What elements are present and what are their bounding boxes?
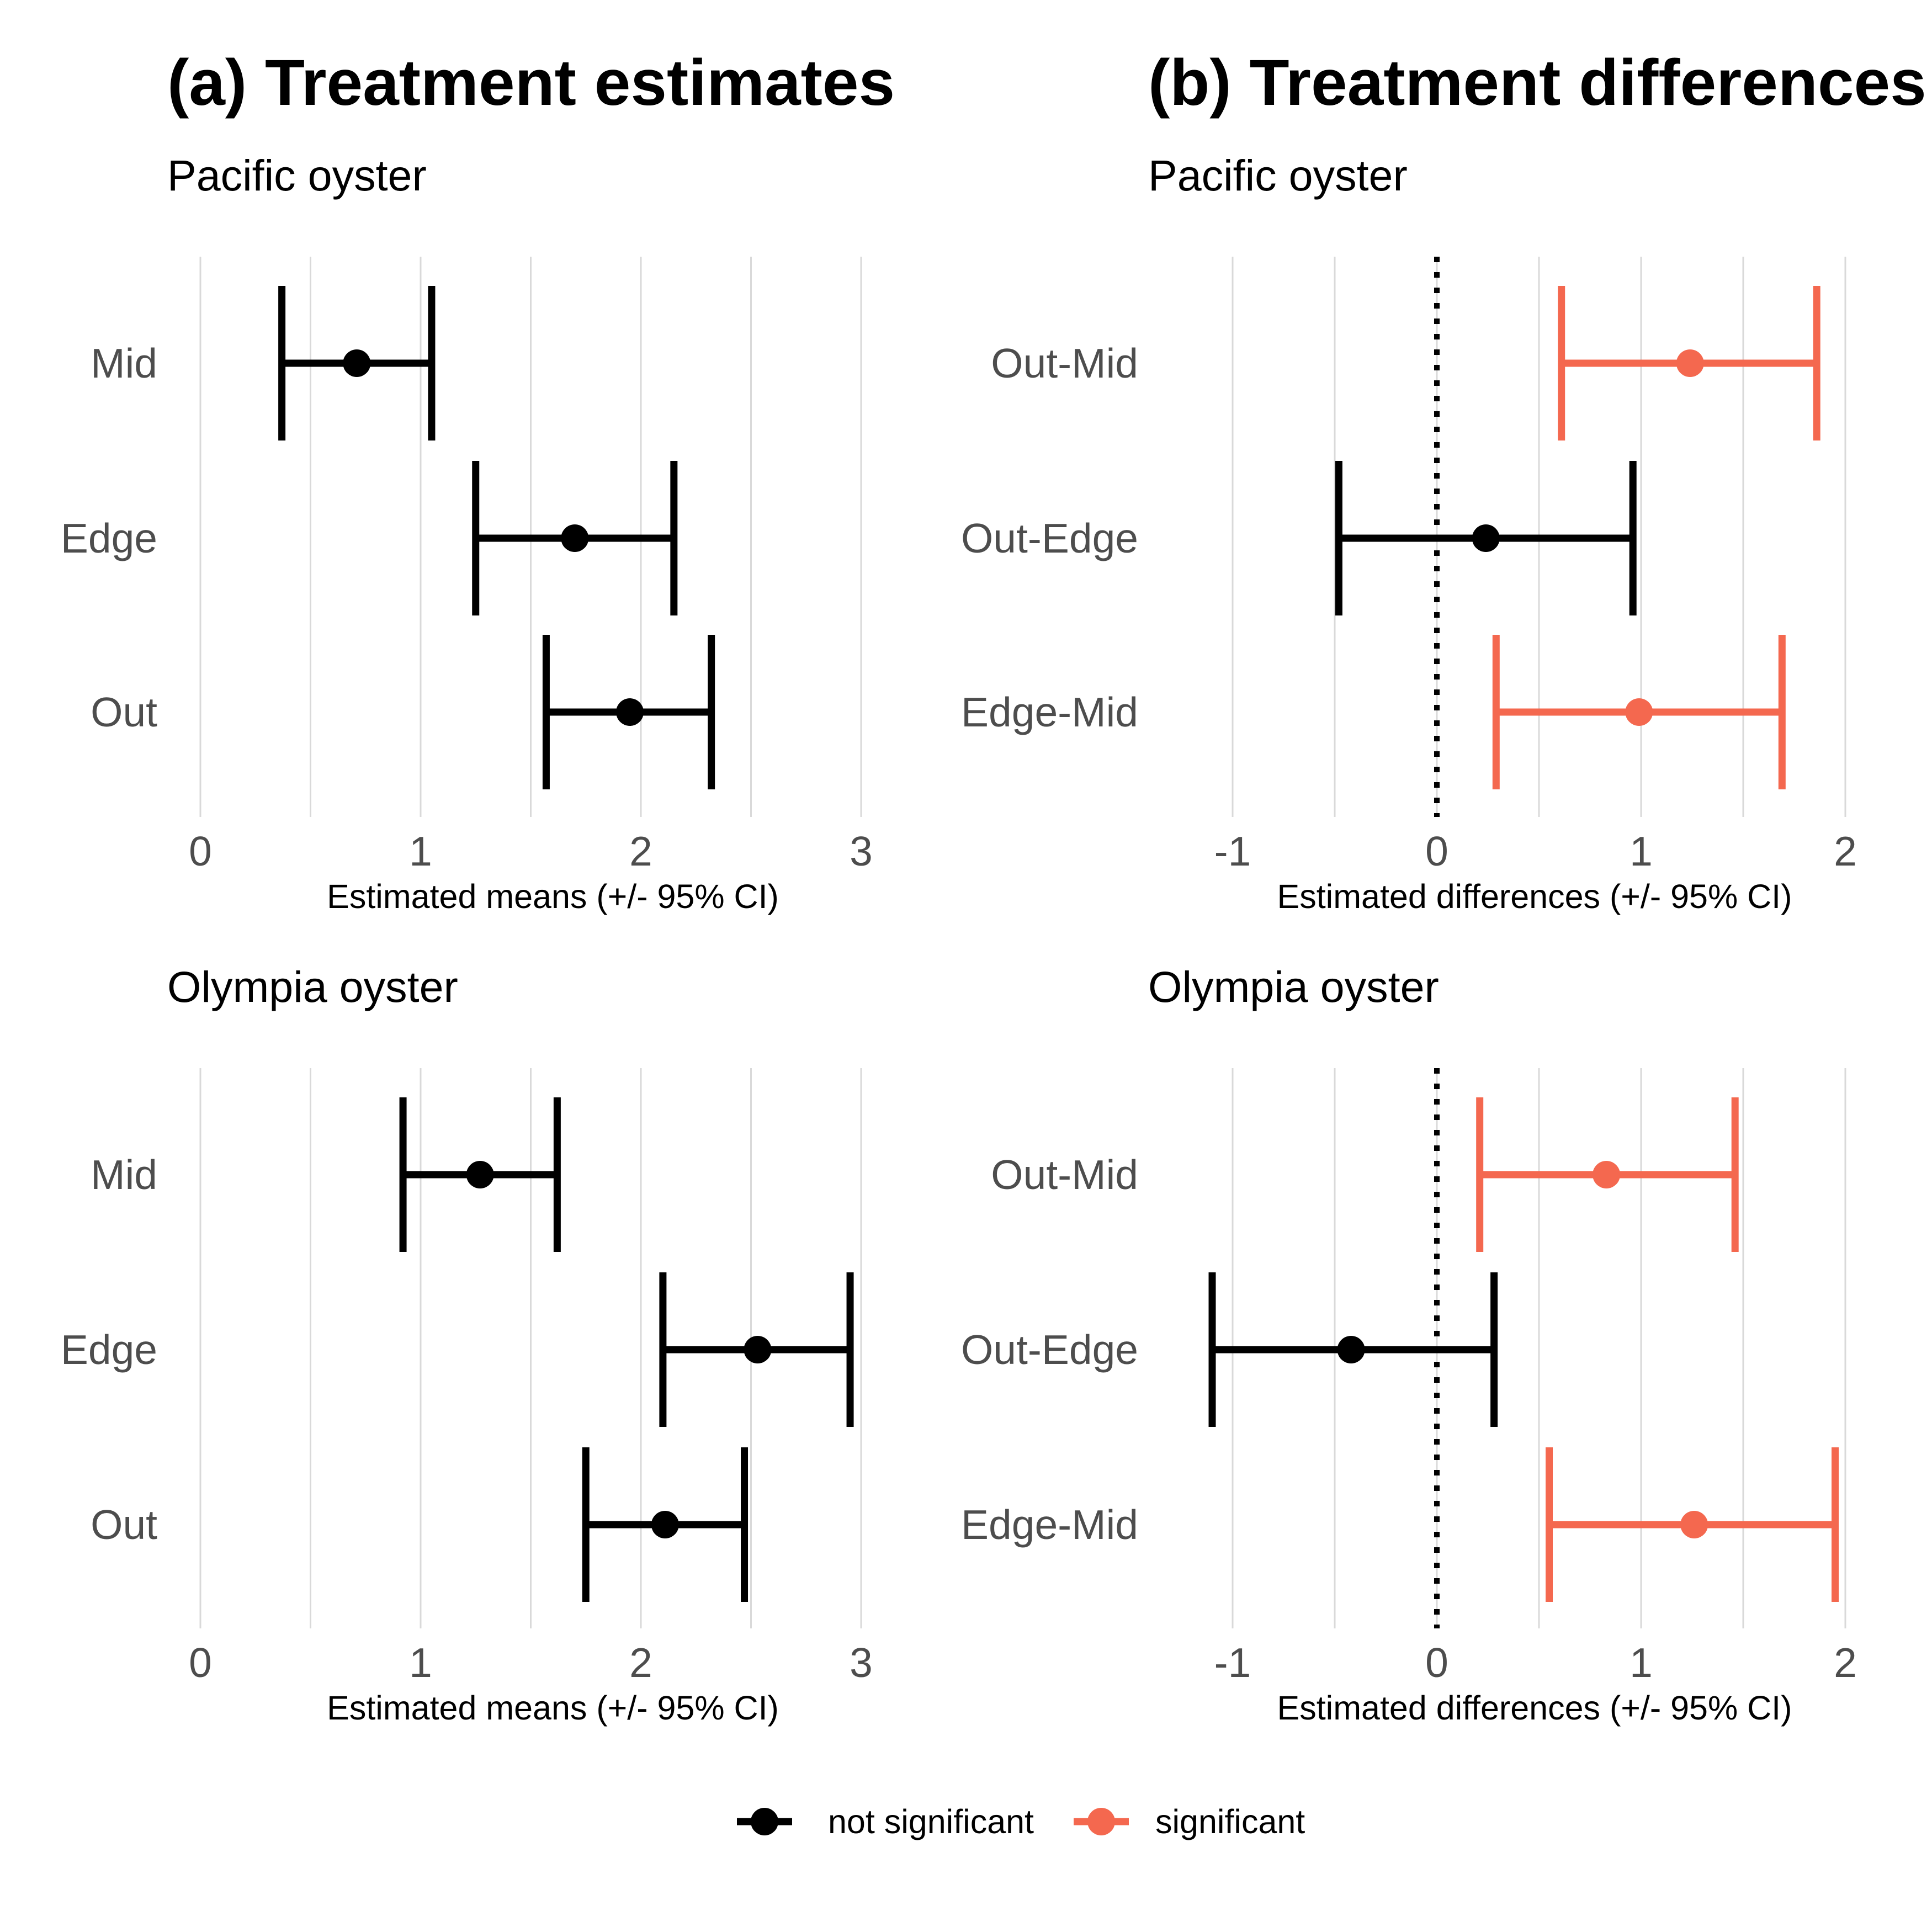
legend: not significant significant	[737, 1803, 1305, 1840]
legend-item-not-significant: not significant	[737, 1803, 1034, 1840]
estimate-point	[1676, 349, 1704, 377]
x-tick-label: 0	[189, 1639, 212, 1686]
x-tick-label: 1	[1630, 828, 1653, 874]
category-label: Mid	[91, 340, 157, 386]
panel-subtitle: Pacific oyster	[1148, 151, 1408, 200]
x-tick-label: 1	[409, 828, 432, 874]
x-axis-title: Estimated means (+/- 95% CI)	[327, 878, 779, 915]
legend-item-significant: significant	[1074, 1803, 1305, 1840]
x-tick-label: 2	[629, 828, 652, 874]
x-tick-label: 3	[850, 1639, 873, 1686]
x-tick-label: 2	[1834, 828, 1857, 874]
estimate-point	[1593, 1161, 1621, 1188]
estimate-point	[343, 349, 371, 377]
x-axis-title: Estimated means (+/- 95% CI)	[327, 1689, 779, 1727]
panel-2: Pacific oyster -1 0 1 2 Estimated differences…	[961, 151, 1857, 915]
category-label: Out-Edge	[961, 1326, 1138, 1373]
x-tick-label: 0	[1425, 1639, 1448, 1686]
error-bar	[542, 635, 715, 789]
estimate-point	[651, 1511, 679, 1538]
column-title-a: (a) Treatment estimates	[167, 46, 895, 119]
error-bar	[1476, 1097, 1739, 1252]
error-bar	[1208, 1272, 1498, 1427]
error-bar	[1335, 461, 1637, 615]
error-bar	[582, 1447, 749, 1602]
x-axis-title: Estimated differences (+/- 95% CI)	[1277, 878, 1792, 915]
estimate-point	[466, 1161, 494, 1188]
error-bar	[278, 286, 436, 440]
estimate-point	[744, 1336, 772, 1363]
category-label: Out-Mid	[991, 1151, 1138, 1198]
legend-key-point	[1087, 1808, 1115, 1835]
estimate-point	[1625, 698, 1653, 726]
estimate-point	[1472, 524, 1500, 552]
category-label: Edge	[61, 1326, 157, 1373]
estimate-point	[1337, 1336, 1365, 1363]
x-tick-label: -1	[1214, 1639, 1251, 1686]
legend-label: significant	[1155, 1803, 1305, 1840]
category-label: Out-Edge	[961, 515, 1138, 561]
panel-subtitle: Olympia oyster	[1148, 962, 1439, 1011]
error-bar	[399, 1097, 561, 1252]
column-title-b: (b) Treatment differences	[1148, 46, 1926, 119]
estimate-point	[561, 524, 589, 552]
panel-subtitle: Olympia oyster	[167, 962, 458, 1011]
x-tick-label: 1	[1630, 1639, 1653, 1686]
panels: Pacific oyster 0 1 2 3 Estimated means (+/- 9…	[61, 151, 1857, 1727]
category-label: Out	[91, 1501, 157, 1548]
error-bar	[1558, 286, 1820, 440]
x-tick-label: 3	[850, 828, 873, 874]
panel-1: Pacific oyster 0 1 2 3 Estimated means (+/- 9…	[61, 151, 873, 915]
category-label: Edge	[61, 515, 157, 561]
x-tick-label: 1	[409, 1639, 432, 1686]
category-label: Edge-Mid	[961, 1501, 1138, 1548]
legend-label: not significant	[828, 1803, 1034, 1840]
estimate-point	[616, 698, 644, 726]
x-tick-label: -1	[1214, 828, 1251, 874]
panel-3: Olympia oyster 0 1 2 3 Estimated means (+/- 9…	[61, 962, 873, 1727]
x-tick-label: 2	[629, 1639, 652, 1686]
panel-subtitle: Pacific oyster	[167, 151, 427, 200]
category-label: Out	[91, 689, 157, 735]
panel-4: Olympia oyster -1 0 1 2 Estimated differences…	[961, 962, 1857, 1727]
x-tick-label: 0	[189, 828, 212, 874]
error-bar	[1546, 1447, 1839, 1602]
category-label: Out-Mid	[991, 340, 1138, 386]
x-tick-label: 0	[1425, 828, 1448, 874]
x-tick-label: 2	[1834, 1639, 1857, 1686]
error-bar	[1492, 635, 1786, 789]
category-label: Mid	[91, 1151, 157, 1198]
legend-key-point	[751, 1808, 778, 1835]
x-axis-title: Estimated differences (+/- 95% CI)	[1277, 1689, 1792, 1727]
category-label: Edge-Mid	[961, 689, 1138, 735]
estimate-point	[1680, 1511, 1708, 1538]
error-bar	[659, 1272, 854, 1427]
error-bar	[472, 461, 678, 615]
